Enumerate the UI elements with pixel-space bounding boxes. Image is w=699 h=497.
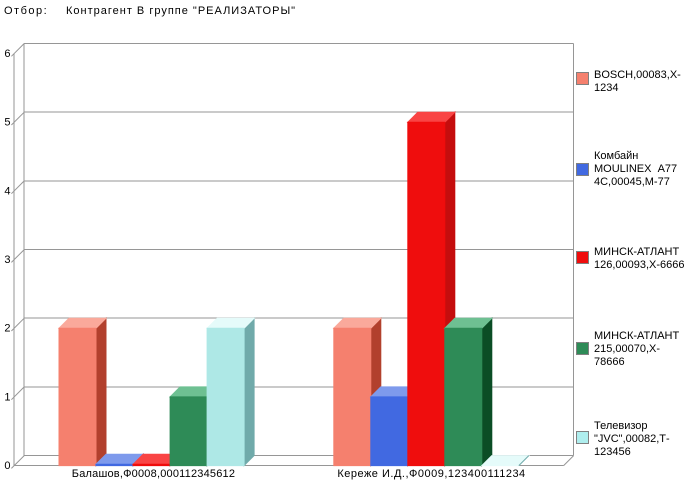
svg-text:4: 4 xyxy=(4,185,10,197)
svg-text:3: 3 xyxy=(4,254,10,266)
svg-text:5: 5 xyxy=(4,117,10,129)
svg-text:2: 2 xyxy=(4,323,10,335)
svg-text:1: 1 xyxy=(4,391,10,403)
svg-text:6: 6 xyxy=(4,48,10,60)
svg-text:0: 0 xyxy=(4,460,10,472)
